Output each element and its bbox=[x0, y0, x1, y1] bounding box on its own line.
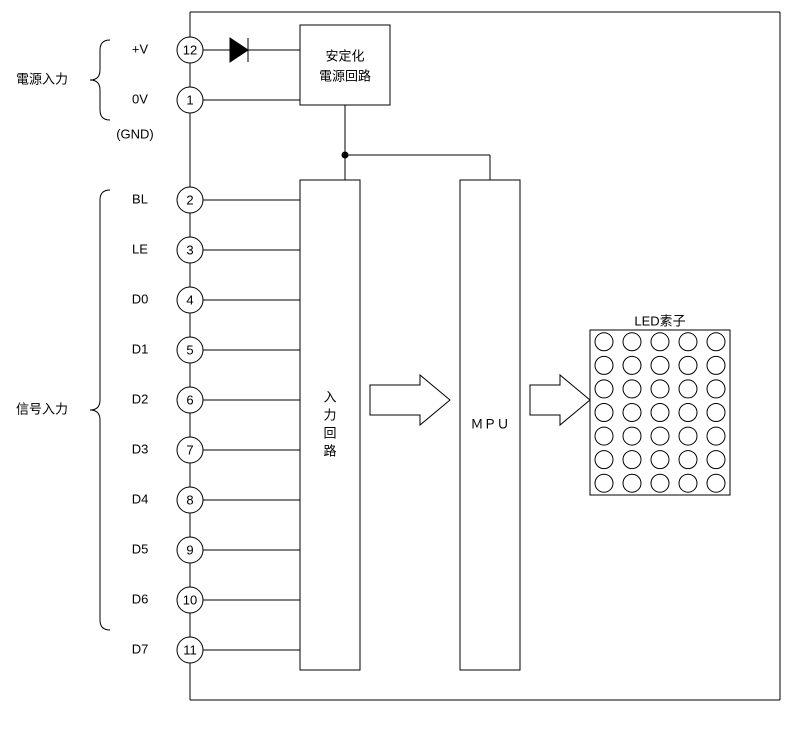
svg-text:5: 5 bbox=[186, 342, 193, 357]
svg-text:LE: LE bbox=[132, 241, 148, 256]
svg-text:3: 3 bbox=[186, 242, 193, 257]
svg-text:12: 12 bbox=[183, 42, 197, 57]
svg-text:LED素子: LED素子 bbox=[634, 313, 685, 328]
block-diagram: 電源入力信号入力 安定化電源回路入力回路 ＭＰＵ 12 +V 1 0V 2 BL 3 LE 4 D0 5 D… bbox=[0, 0, 793, 733]
svg-text:力: 力 bbox=[323, 407, 336, 422]
svg-text:BL: BL bbox=[132, 191, 148, 206]
svg-text:D1: D1 bbox=[132, 341, 149, 356]
svg-text:D0: D0 bbox=[132, 291, 149, 306]
svg-text:1: 1 bbox=[186, 92, 193, 107]
svg-text:9: 9 bbox=[186, 542, 193, 557]
svg-text:D3: D3 bbox=[132, 441, 149, 456]
svg-text:10: 10 bbox=[183, 592, 197, 607]
svg-text:D5: D5 bbox=[132, 541, 149, 556]
svg-text:11: 11 bbox=[183, 642, 197, 657]
svg-text:入: 入 bbox=[323, 389, 336, 404]
svg-text:0V: 0V bbox=[132, 91, 148, 106]
svg-text:D4: D4 bbox=[132, 491, 149, 506]
svg-text:8: 8 bbox=[186, 492, 193, 507]
svg-text:D2: D2 bbox=[132, 391, 149, 406]
svg-text:ＭＰＵ: ＭＰＵ bbox=[470, 416, 509, 431]
svg-text:電源入力: 電源入力 bbox=[16, 71, 68, 86]
svg-text:電源回路: 電源回路 bbox=[319, 68, 371, 83]
svg-text:信号入力: 信号入力 bbox=[16, 401, 68, 416]
svg-text:D7: D7 bbox=[132, 641, 149, 656]
svg-text:4: 4 bbox=[186, 292, 193, 307]
svg-text:2: 2 bbox=[186, 192, 193, 207]
svg-text:回: 回 bbox=[323, 425, 336, 440]
svg-text:D6: D6 bbox=[132, 591, 149, 606]
svg-text:7: 7 bbox=[186, 442, 193, 457]
svg-text:+V: +V bbox=[132, 41, 149, 56]
svg-text:安定化: 安定化 bbox=[325, 48, 364, 63]
svg-text:路: 路 bbox=[323, 443, 336, 458]
svg-text:6: 6 bbox=[186, 392, 193, 407]
svg-text:(GND): (GND) bbox=[116, 126, 154, 141]
